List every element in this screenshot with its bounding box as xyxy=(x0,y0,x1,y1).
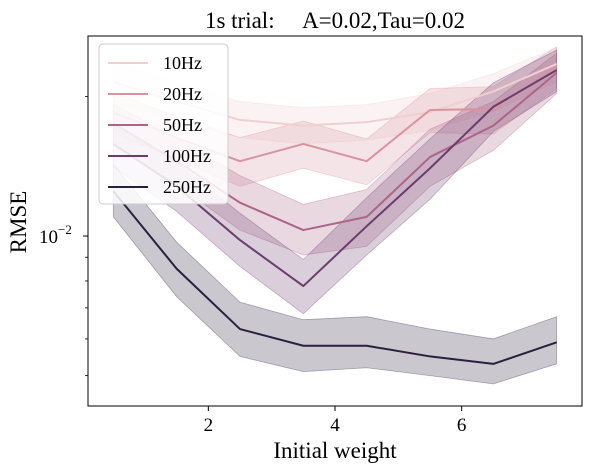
x-axis-ticks: 2 4 6 xyxy=(204,406,467,436)
y-tick-label: 10 xyxy=(39,227,58,248)
chart-title: 1s trial: A=0.02,Tau=0.02 xyxy=(205,8,465,33)
x-tick-label: 4 xyxy=(330,415,340,436)
legend-label-50hz: 50Hz xyxy=(163,115,202,135)
band-250hz xyxy=(112,162,558,385)
x-axis-label: Initial weight xyxy=(273,438,397,463)
y-axis-ticks: 10 −2 xyxy=(39,96,88,377)
y-axis-label: RMSE xyxy=(6,191,31,254)
band-50hz xyxy=(112,52,558,256)
x-tick-label: 2 xyxy=(204,415,214,436)
band-100hz xyxy=(112,49,558,315)
legend-label-100hz: 100Hz xyxy=(163,146,211,166)
line-250hz xyxy=(112,190,557,365)
legend: 10Hz 20Hz 50Hz 100Hz 250Hz xyxy=(98,43,229,205)
legend-label-10hz: 10Hz xyxy=(163,53,202,73)
legend-label-250hz: 250Hz xyxy=(163,177,211,197)
legend-label-20hz: 20Hz xyxy=(163,84,202,104)
legend-box xyxy=(98,43,229,205)
y-tick-exponent: −2 xyxy=(58,222,72,237)
x-tick-label: 6 xyxy=(457,415,467,436)
